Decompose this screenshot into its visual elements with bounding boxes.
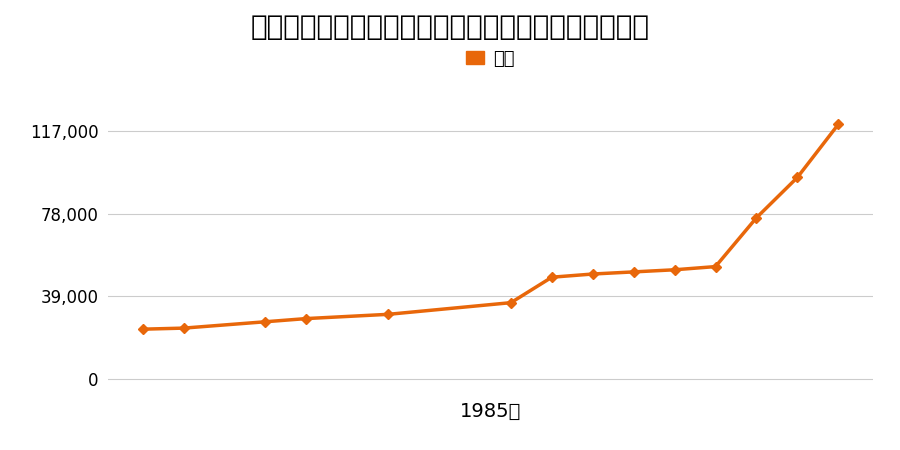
価格 <box>138 327 148 332</box>
価格 <box>832 122 843 127</box>
X-axis label: 1985年: 1985年 <box>460 401 521 421</box>
価格 <box>178 325 189 331</box>
価格 <box>382 311 393 317</box>
価格 <box>260 319 271 324</box>
Legend: 価格: 価格 <box>459 43 522 75</box>
Text: 埼玉県上尾市大字小泉字神明東２９８番１の地価推移: 埼玉県上尾市大字小泉字神明東２９８番１の地価推移 <box>250 14 650 41</box>
Line: 価格: 価格 <box>140 121 842 333</box>
価格 <box>546 274 557 280</box>
価格 <box>301 316 311 321</box>
価格 <box>751 215 761 220</box>
価格 <box>506 300 517 306</box>
価格 <box>792 175 803 180</box>
価格 <box>710 264 721 269</box>
価格 <box>588 271 598 277</box>
価格 <box>670 267 680 272</box>
価格 <box>628 269 639 274</box>
